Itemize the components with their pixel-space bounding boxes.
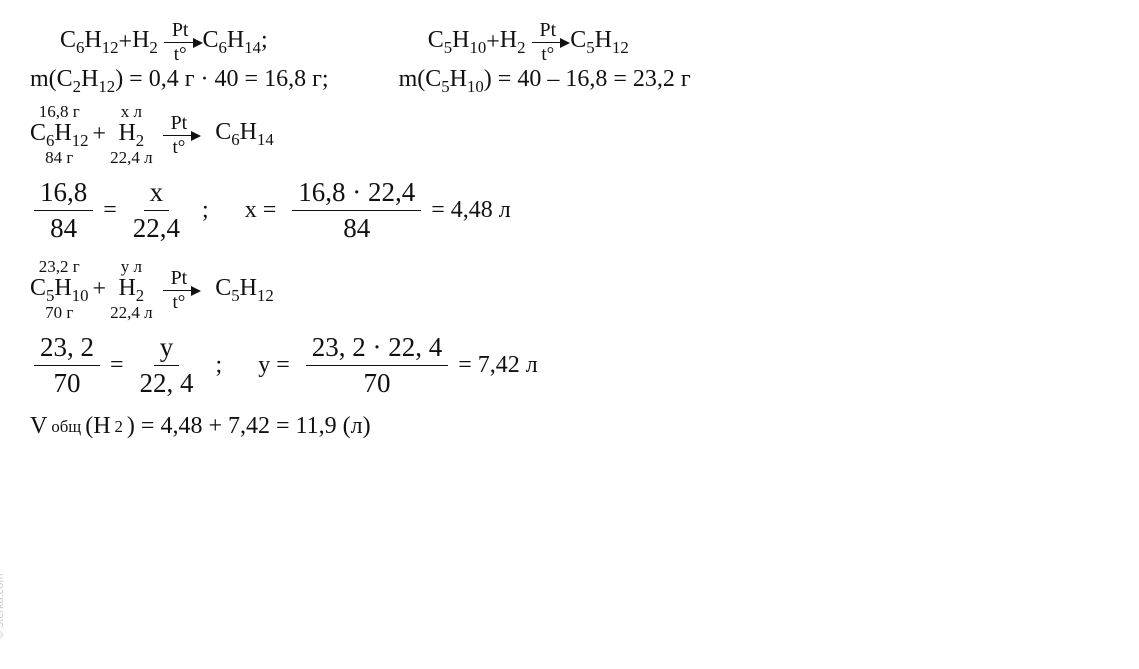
final-volume: Vобщ(H2) = 4,48 + 7,42 = 11,9 (л): [30, 413, 1109, 440]
arrow-bottom-label: t°: [172, 136, 185, 157]
fraction: 16,8 · 22,484: [292, 177, 421, 244]
masses-row: m(C2H12) = 0,4 г · 40 = 16,8 г; m(C5H10)…: [30, 66, 1109, 97]
arrow-top-label: Pt: [163, 268, 196, 291]
arrow-top-label: Pt: [532, 20, 565, 43]
product: C5H12: [215, 275, 274, 306]
reactant: H2: [132, 27, 158, 58]
reactant: C6H12: [60, 27, 119, 58]
watermark: © 5terka.com: [0, 573, 6, 639]
reaction-1-left: C6H12 + H2 Pt t° C6H14;: [60, 20, 268, 64]
equation-2: 23, 270 = y22, 4 ; y = 23, 2 · 22, 470 =…: [30, 332, 1109, 399]
plus: +: [119, 29, 133, 56]
annotated-species: х л H2 22,4 л: [110, 103, 152, 167]
ann-bot: 84 г: [45, 149, 73, 167]
ann-main: H2: [118, 276, 144, 304]
fraction: 16,884: [34, 177, 93, 244]
plus: +: [486, 29, 500, 56]
reaction-3: 23,2 г C5H10 70 г + у л H2 22,4 л Pt t° …: [30, 258, 1109, 322]
fraction: 23, 2 · 22, 470: [306, 332, 449, 399]
arrow-top-label: Pt: [164, 20, 197, 43]
plus: +: [93, 276, 107, 303]
separator: ; x =: [196, 197, 282, 224]
equals: =: [110, 352, 124, 379]
fraction: 23, 270: [34, 332, 100, 399]
arrow-top-label: Pt: [163, 113, 196, 136]
reaction-arrow: Pt t°: [532, 20, 565, 64]
reactant: C5H10: [428, 27, 487, 58]
annotated-species: 23,2 г C5H10 70 г: [30, 258, 89, 322]
arrow-bottom-label: t°: [541, 43, 554, 64]
separator: ; y =: [210, 352, 296, 379]
arrow-bottom-label: t°: [172, 291, 185, 312]
arrow-bottom-label: t°: [174, 43, 187, 64]
plus: +: [93, 121, 107, 148]
result: = 4,48 л: [431, 197, 511, 224]
ann-main: H2: [118, 121, 144, 149]
reaction-1-right: C5H10 + H2 Pt t° C5H12: [428, 20, 629, 64]
mass-left: m(C2H12) = 0,4 г · 40 = 16,8 г;: [30, 66, 329, 97]
product: C6H14: [215, 119, 274, 150]
reactions-row-1: C6H12 + H2 Pt t° C6H14; C5H10 + H2 Pt t°…: [60, 20, 1109, 64]
reactant: H2: [500, 27, 526, 58]
fraction: x22,4: [127, 177, 186, 244]
annotated-species: 16,8 г C6H12 84 г: [30, 103, 89, 167]
product: C6H14;: [203, 27, 268, 58]
reaction-arrow: Pt t°: [164, 20, 197, 64]
ann-main: C6H12: [30, 121, 89, 149]
reaction-arrow: Pt t°: [163, 268, 196, 312]
annotated-species: у л H2 22,4 л: [110, 258, 152, 322]
mass-right: m(C5H10) = 40 – 16,8 = 23,2 г: [399, 66, 691, 97]
ann-bot: 22,4 л: [110, 304, 152, 322]
ann-top: у л: [121, 258, 142, 276]
ann-bot: 70 г: [45, 304, 73, 322]
equals: =: [103, 197, 117, 224]
ann-top: 23,2 г: [39, 258, 80, 276]
equation-1: 16,884 = x22,4 ; x = 16,8 · 22,484 = 4,4…: [30, 177, 1109, 244]
fraction: y22, 4: [134, 332, 200, 399]
product: C5H12: [570, 27, 629, 58]
result: = 7,42 л: [458, 352, 538, 379]
ann-top: 16,8 г: [39, 103, 80, 121]
ann-bot: 22,4 л: [110, 149, 152, 167]
reaction-arrow: Pt t°: [163, 113, 196, 157]
ann-top: х л: [121, 103, 142, 121]
reaction-2: 16,8 г C6H12 84 г + х л H2 22,4 л Pt t° …: [30, 103, 1109, 167]
ann-main: C5H10: [30, 276, 89, 304]
